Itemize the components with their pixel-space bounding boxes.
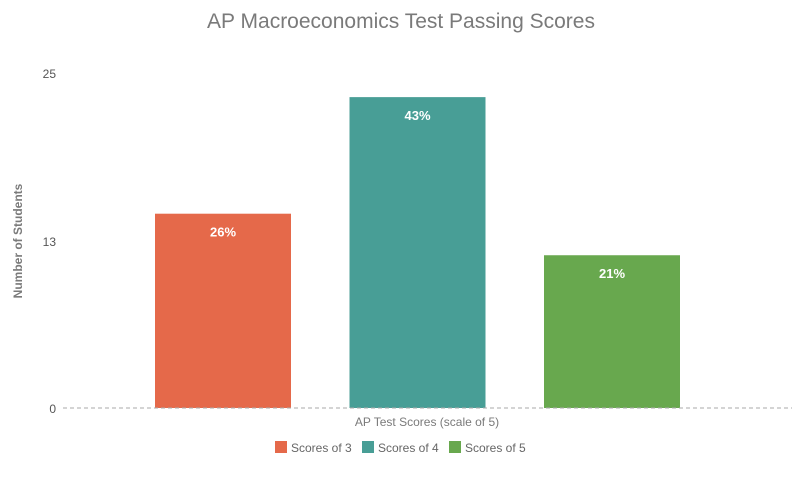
legend: Scores of 3 Scores of 4 Scores of 5 [275, 441, 526, 455]
x-axis-label: AP Test Scores (scale of 5) [355, 415, 499, 429]
bar [544, 255, 680, 408]
y-tick-label: 0 [49, 402, 56, 416]
bar-data-label: 26% [210, 225, 236, 240]
legend-label: Scores of 3 [291, 441, 352, 455]
y-axis-ticks: 25 13 0 [43, 67, 57, 416]
legend-swatch [275, 441, 287, 453]
legend-label: Scores of 4 [378, 441, 439, 455]
bar [155, 213, 291, 408]
bars-group: 26% 43% 21% [155, 97, 680, 409]
y-tick-label: 25 [43, 67, 57, 81]
chart-title: AP Macroeconomics Test Passing Scores [207, 10, 595, 33]
bar-data-label: 43% [404, 108, 430, 123]
legend-label: Scores of 5 [465, 441, 526, 455]
y-axis-label: Number of Students [11, 183, 25, 298]
bar [349, 97, 486, 409]
y-tick-label: 13 [43, 235, 57, 249]
bar-data-label: 21% [599, 266, 625, 281]
legend-swatch [449, 441, 461, 453]
legend-swatch [362, 441, 374, 453]
